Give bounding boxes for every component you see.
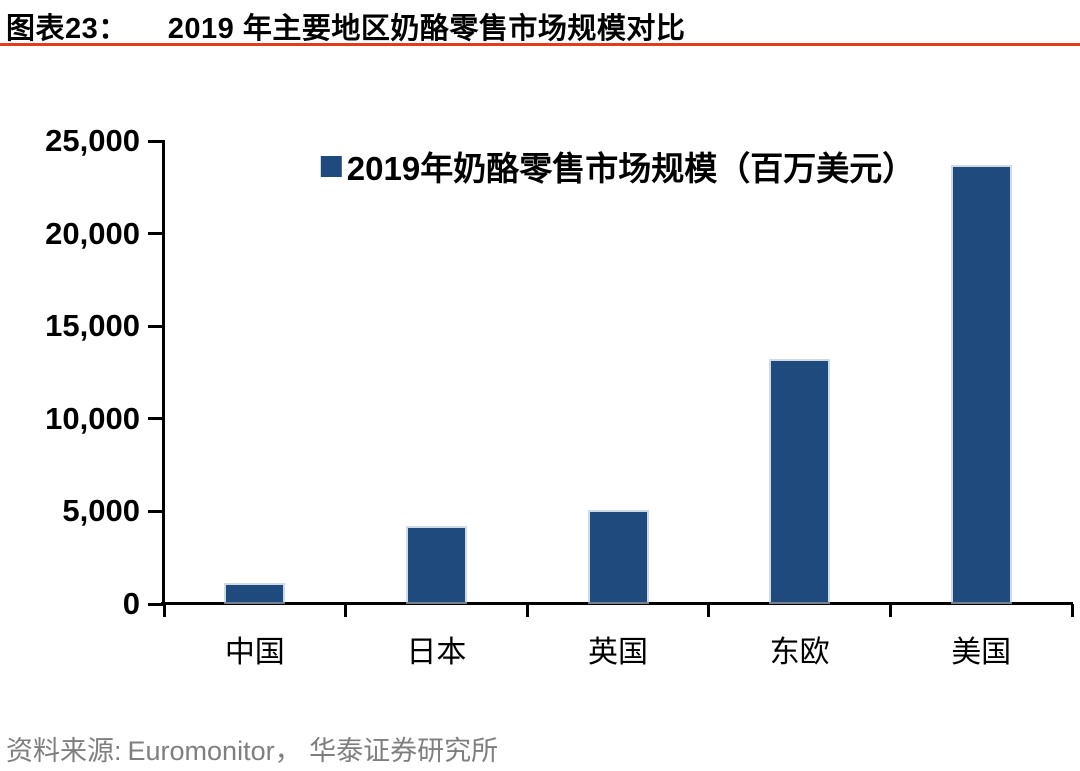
y-axis-label: 25,000 xyxy=(45,123,140,158)
y-axis-tick xyxy=(148,417,162,421)
y-axis-label: 15,000 xyxy=(45,308,140,344)
figure-number-label: 图表23： xyxy=(6,13,128,45)
y-axis-tick xyxy=(148,139,162,143)
legend-swatch-icon xyxy=(320,155,342,177)
x-axis-tick xyxy=(1070,604,1074,617)
y-axis-label: 0 xyxy=(122,586,140,621)
y-axis-tick xyxy=(148,232,162,236)
bar-chart-plot-area: 2019年奶酪零售市场规模（百万美元） 0 5,000 10,000 15,000 20… xyxy=(45,125,1074,669)
figure-title: 图表23： 2019 年主要地区奶酪零售市场规模对比 xyxy=(6,5,685,47)
x-axis-label: 日本 xyxy=(406,636,467,669)
figure-title-text: 2019 年主要地区奶酪零售市场规模对比 xyxy=(167,13,686,45)
x-axis-tick xyxy=(888,604,892,617)
y-axis-tick xyxy=(148,509,162,513)
bar-1 xyxy=(226,585,284,602)
x-axis-line xyxy=(161,602,1073,605)
x-axis-label: 中国 xyxy=(224,636,285,669)
source-note: 资料来源: Euromonitor， 华泰证券研究所 xyxy=(6,729,504,768)
title-underline xyxy=(0,43,1080,46)
legend-label: 2019年奶酪零售市场规模（百万美元） xyxy=(346,150,916,187)
y-axis-label: 10,000 xyxy=(45,400,140,436)
bar-5 xyxy=(952,166,1010,602)
source-text: Euromonitor， 华泰证券研究所 xyxy=(127,736,499,766)
y-axis-label: 5,000 xyxy=(62,493,140,529)
x-axis-label: 英国 xyxy=(588,636,648,669)
x-axis-label: 东欧 xyxy=(769,636,830,669)
bar-4 xyxy=(771,361,829,602)
x-axis-label: 美国 xyxy=(951,636,1012,669)
y-axis-label: 20,000 xyxy=(45,215,140,251)
bar-3 xyxy=(589,512,647,602)
bar-2 xyxy=(407,527,465,602)
source-label: 资料来源: xyxy=(6,736,122,766)
x-axis-tick xyxy=(707,604,711,617)
y-axis-tick xyxy=(148,324,162,328)
chart-legend: 2019年奶酪零售市场规模（百万美元） xyxy=(320,142,916,190)
y-axis-line xyxy=(162,140,165,606)
x-axis-tick xyxy=(344,604,348,617)
y-axis-tick xyxy=(148,602,162,606)
x-axis-tick xyxy=(162,604,166,617)
x-axis-tick xyxy=(525,604,529,617)
